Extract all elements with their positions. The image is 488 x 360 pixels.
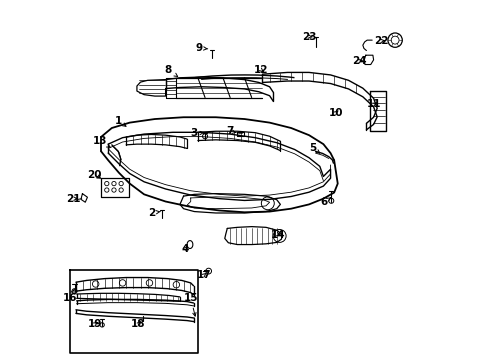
Text: 15: 15 bbox=[183, 293, 198, 316]
Text: 21: 21 bbox=[66, 194, 80, 204]
Text: 3: 3 bbox=[189, 129, 203, 138]
Text: 5: 5 bbox=[308, 143, 319, 153]
Text: 11: 11 bbox=[366, 99, 381, 109]
Text: 1: 1 bbox=[114, 116, 126, 126]
Text: 20: 20 bbox=[87, 170, 102, 180]
Text: 16: 16 bbox=[63, 290, 77, 303]
Text: 12: 12 bbox=[253, 64, 267, 75]
Text: 9: 9 bbox=[195, 43, 207, 53]
Text: 10: 10 bbox=[328, 108, 343, 118]
Text: 6: 6 bbox=[320, 197, 330, 207]
Text: 23: 23 bbox=[301, 32, 316, 41]
Text: 19: 19 bbox=[87, 319, 102, 329]
Text: 24: 24 bbox=[351, 56, 366, 66]
Text: 14: 14 bbox=[271, 230, 285, 239]
Text: 8: 8 bbox=[164, 65, 177, 77]
Text: 18: 18 bbox=[131, 319, 145, 329]
Text: 22: 22 bbox=[373, 36, 388, 46]
Text: 7: 7 bbox=[225, 126, 236, 136]
Text: 2: 2 bbox=[147, 208, 160, 218]
Text: 17: 17 bbox=[197, 270, 211, 280]
Text: 13: 13 bbox=[92, 136, 110, 147]
Text: 4: 4 bbox=[181, 244, 189, 254]
